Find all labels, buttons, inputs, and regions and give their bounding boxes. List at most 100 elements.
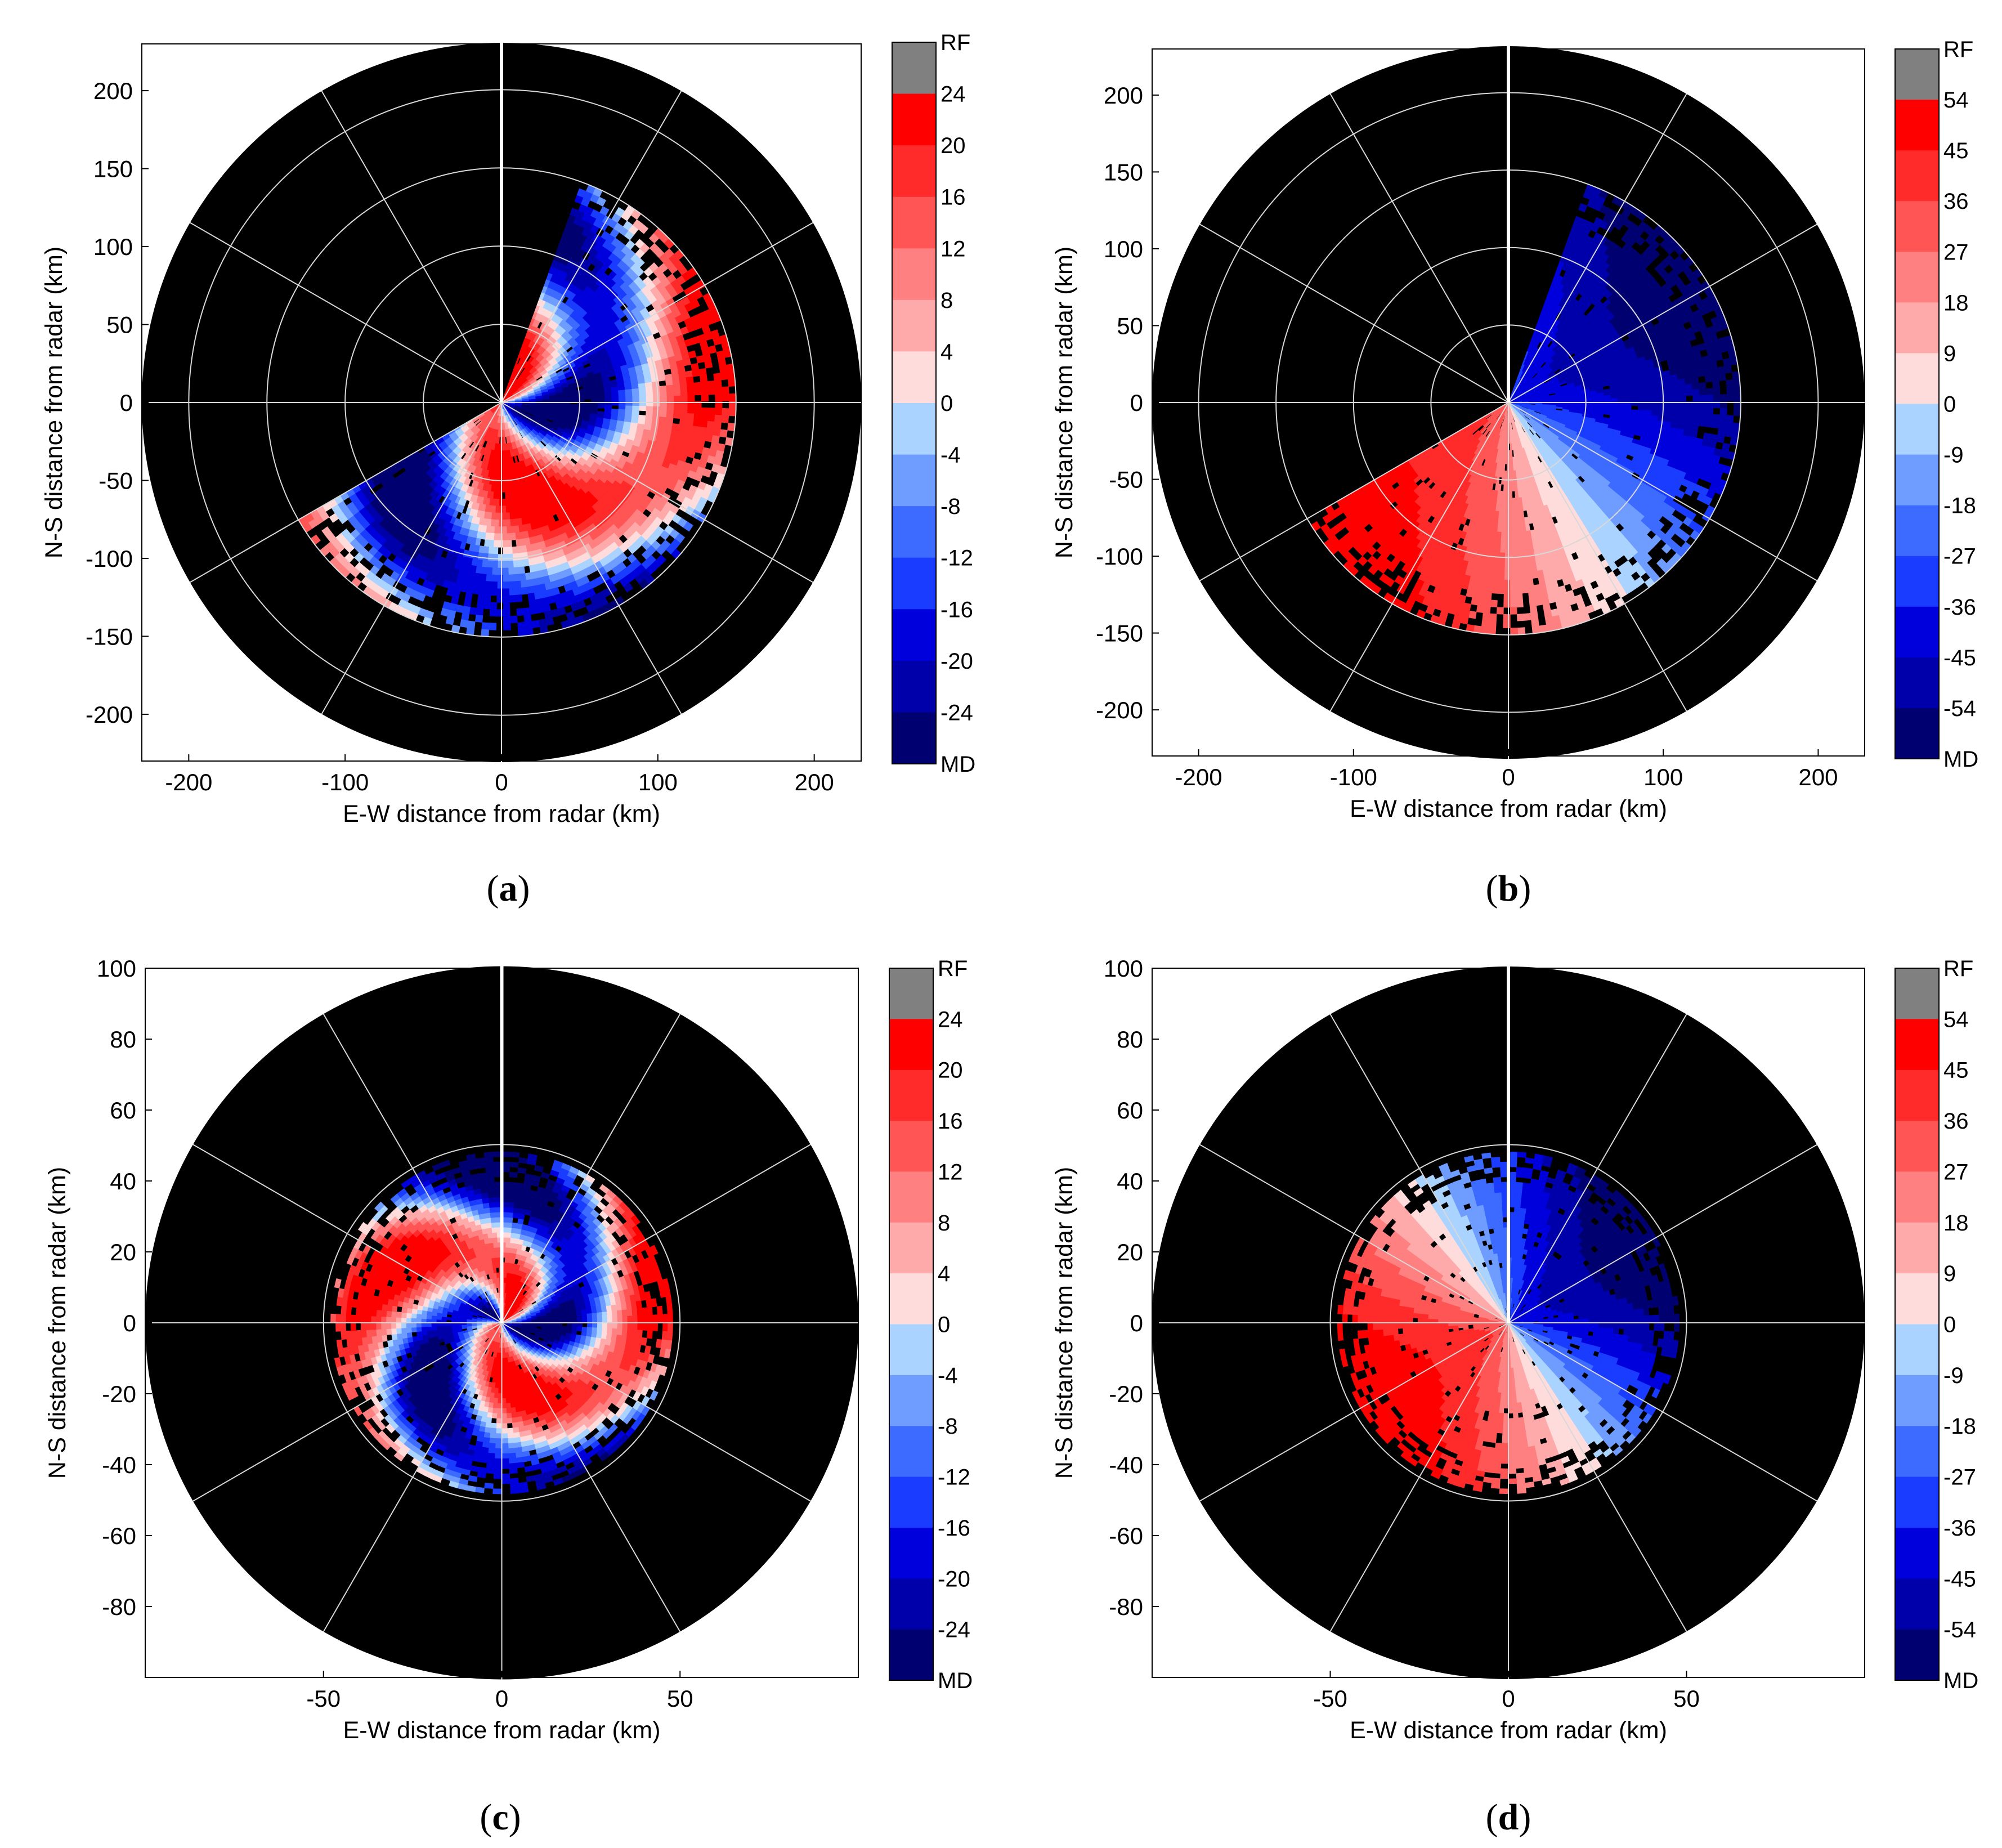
echo-cell <box>556 400 564 402</box>
colorbar-label: 4 <box>940 339 953 364</box>
echo-cell <box>503 623 511 630</box>
colorbar-block <box>892 403 936 455</box>
x-tick-label: -200 <box>165 769 212 795</box>
echo-cell <box>503 602 510 610</box>
echo-cell <box>491 567 498 575</box>
echo-cell <box>484 588 492 596</box>
echo-cell <box>604 398 612 402</box>
echo-cell <box>597 395 606 399</box>
echo-cell <box>665 379 674 386</box>
colorbar-block <box>892 248 936 301</box>
echo-cell <box>531 620 540 629</box>
x-tick-label: 0 <box>495 769 508 795</box>
echo-cell <box>513 567 520 575</box>
colorbar-block <box>892 351 936 404</box>
echo-cell <box>536 605 545 614</box>
echo-cell <box>513 560 519 568</box>
echo-cell <box>631 383 639 390</box>
echo-cell <box>476 607 484 616</box>
echo-cell <box>728 378 736 387</box>
echo-cell <box>718 357 727 366</box>
echo-cell <box>631 410 640 415</box>
echo-cell <box>728 393 737 401</box>
echo-cell <box>502 499 506 507</box>
echo-cell <box>625 393 633 399</box>
echo-cell <box>604 405 612 409</box>
echo-cell <box>485 581 492 589</box>
echo-cell <box>617 390 626 395</box>
echo-cell <box>503 609 510 617</box>
echo-cell <box>495 498 500 507</box>
echo-cell <box>722 408 729 416</box>
echo-cell <box>618 397 626 402</box>
echo-cell <box>502 526 507 534</box>
echo-cell <box>1510 443 1512 451</box>
echo-cell <box>680 406 688 414</box>
colorbar-label: 12 <box>940 236 966 261</box>
echo-cell <box>598 398 606 402</box>
echo-cell <box>478 587 486 596</box>
echo-cell <box>505 512 510 520</box>
echo-cell <box>527 592 536 601</box>
echo-cell <box>577 396 585 400</box>
echo-cell <box>508 560 514 569</box>
colorbar-label: -20 <box>940 649 973 674</box>
echo-cell <box>503 595 510 603</box>
echo-cell <box>715 393 723 402</box>
echo-cell <box>652 406 661 412</box>
echo-cell <box>518 559 525 567</box>
echo-cell <box>496 588 504 596</box>
panel-a: -200 -100 0 100 200200150100500-50-100-150-2… <box>41 30 975 909</box>
echo-cell <box>660 396 668 402</box>
echo-cell <box>713 373 722 381</box>
colorbar-block <box>892 712 936 764</box>
echo-cell <box>631 392 640 398</box>
echo-cell <box>686 382 695 390</box>
echo-cell <box>659 391 668 397</box>
echo-cell <box>590 395 598 400</box>
colorbar-label: -4 <box>940 443 961 468</box>
x-tick-label: 200 <box>795 769 834 795</box>
echo-cell <box>659 411 668 418</box>
echo-cell <box>652 391 661 397</box>
echo-cell <box>464 592 473 601</box>
echo-cell <box>523 607 531 616</box>
echo-cell <box>489 608 497 617</box>
echo-cell <box>503 574 509 583</box>
echo-cell <box>651 381 660 387</box>
echo-cell <box>604 394 612 399</box>
y-tick-label: 0 <box>120 390 133 416</box>
echo-cell <box>526 579 533 588</box>
echo-cell <box>509 594 517 603</box>
colorbar-block <box>892 557 936 610</box>
echo-cell <box>459 619 469 628</box>
echo-cell <box>505 505 510 513</box>
echo-cell <box>687 395 695 402</box>
echo-cell <box>714 414 722 423</box>
echo-cell <box>516 545 523 554</box>
echo-cell <box>685 370 693 378</box>
echo-cell <box>516 539 522 547</box>
echo-cell <box>519 573 526 581</box>
echo-cell <box>476 601 485 609</box>
echo-cell <box>482 553 489 561</box>
echo-cell <box>722 393 729 402</box>
colorbar-label: MD <box>940 752 975 777</box>
panel-label-letter: a <box>499 868 518 909</box>
colorbar-label: -8 <box>940 494 961 519</box>
echo-cell <box>618 405 626 410</box>
echo-cell <box>490 588 498 596</box>
echo-cell <box>481 566 487 575</box>
echo-cell <box>694 407 702 415</box>
echo-cell <box>666 396 674 402</box>
echo-cell <box>509 505 513 513</box>
echo-cell <box>497 574 504 583</box>
echo-cell <box>503 567 509 575</box>
echo-cell <box>699 374 708 383</box>
echo-cell <box>631 388 639 394</box>
echo-cell <box>705 434 713 442</box>
echo-cell <box>646 410 653 417</box>
echo-cell <box>673 395 682 402</box>
echo-cell <box>510 615 518 624</box>
echo-cell <box>692 426 701 433</box>
